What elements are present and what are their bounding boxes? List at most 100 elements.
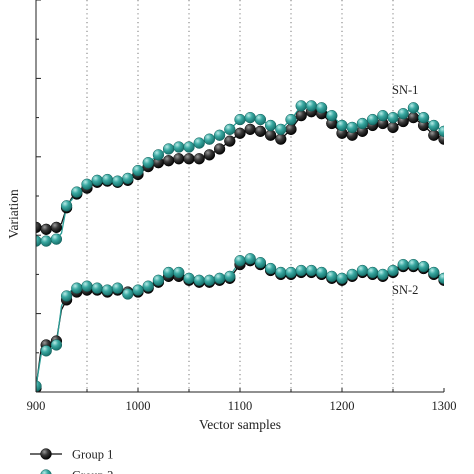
x-tick-label: 1200 — [330, 399, 355, 413]
data-point — [254, 125, 267, 137]
data-point — [162, 143, 175, 155]
data-point — [275, 133, 287, 145]
data-point — [224, 135, 236, 147]
data-point — [40, 345, 52, 357]
data-point — [254, 256, 267, 269]
data-point — [407, 111, 420, 124]
data-point — [122, 172, 134, 185]
data-point — [203, 133, 216, 145]
data-point — [305, 264, 318, 277]
data-point — [336, 272, 348, 284]
data-point — [40, 223, 52, 235]
data-point — [183, 141, 195, 153]
grid — [86, 0, 394, 392]
data-point — [295, 264, 307, 277]
data-point — [244, 123, 256, 136]
data-point — [438, 125, 444, 137]
legend-marker — [40, 448, 52, 460]
data-point — [111, 282, 124, 294]
data-point — [142, 280, 154, 292]
x-tick-label: 1300 — [432, 399, 457, 413]
data-point — [366, 113, 379, 126]
data-point — [183, 153, 195, 165]
data-point — [387, 264, 399, 277]
data-point — [203, 274, 216, 286]
data-point — [377, 268, 389, 281]
data-point — [244, 253, 256, 265]
data-point — [81, 280, 93, 292]
data-point — [91, 282, 103, 294]
data-point — [264, 129, 277, 141]
data-point — [162, 155, 175, 167]
data-point — [213, 143, 226, 155]
data-point — [60, 290, 73, 302]
data-point — [387, 111, 399, 124]
data-point — [264, 262, 277, 275]
axes: 900 1000 1100 1200 1300 — [27, 0, 457, 413]
data-point — [346, 268, 358, 281]
data-point — [377, 109, 389, 122]
data-point — [326, 270, 338, 283]
data-point — [428, 129, 440, 141]
data-point — [183, 272, 195, 284]
annotation-sn1: SN-1 — [392, 83, 418, 97]
data-point — [203, 149, 216, 161]
data-point — [60, 200, 73, 212]
data-point — [173, 266, 185, 279]
data-point — [234, 113, 246, 126]
data-point — [193, 153, 205, 165]
legend-marker — [40, 469, 52, 474]
data-point — [224, 123, 236, 136]
data-point — [50, 233, 63, 245]
data-point — [305, 100, 318, 112]
data-point — [397, 258, 409, 271]
data-point — [173, 141, 185, 153]
x-axis-title: Vector samples — [199, 417, 281, 432]
data-point — [71, 282, 83, 294]
data-point — [111, 175, 124, 187]
data-point — [387, 121, 399, 134]
data-point — [224, 270, 236, 283]
data-point — [132, 284, 144, 296]
data-point — [264, 119, 277, 132]
data-point — [366, 266, 379, 279]
data-point — [193, 274, 205, 286]
data-point — [234, 255, 246, 267]
data-point — [356, 117, 369, 130]
data-point — [285, 266, 297, 279]
data-point — [417, 260, 430, 273]
data-point — [173, 153, 185, 165]
data-point — [356, 264, 369, 277]
data-point — [142, 157, 154, 169]
data-point — [91, 174, 103, 186]
data-point — [50, 221, 63, 234]
data-point — [407, 258, 420, 271]
data-point — [346, 121, 358, 134]
data-point — [275, 123, 287, 136]
data-point — [275, 266, 287, 279]
data-point — [101, 284, 114, 296]
data-point — [336, 119, 348, 132]
data-point — [152, 274, 165, 286]
data-point — [315, 102, 328, 114]
x-tick-label: 900 — [27, 399, 46, 413]
data-point — [417, 111, 430, 124]
data-point — [438, 272, 444, 284]
data-point — [162, 266, 175, 279]
data-point — [50, 339, 63, 351]
data-point — [407, 102, 420, 114]
data-point — [254, 113, 267, 126]
data-point — [234, 127, 246, 139]
legend-label: Group 1 — [72, 448, 113, 462]
legend: Group 1 Group 2 — [30, 448, 113, 474]
data-point — [428, 119, 440, 132]
data-point — [122, 288, 134, 300]
data-point — [193, 137, 205, 149]
data-point — [285, 123, 297, 136]
data-point — [285, 113, 297, 126]
data-point — [295, 100, 307, 112]
data-point — [428, 266, 440, 279]
data-point — [40, 235, 52, 247]
data-point — [101, 173, 114, 186]
